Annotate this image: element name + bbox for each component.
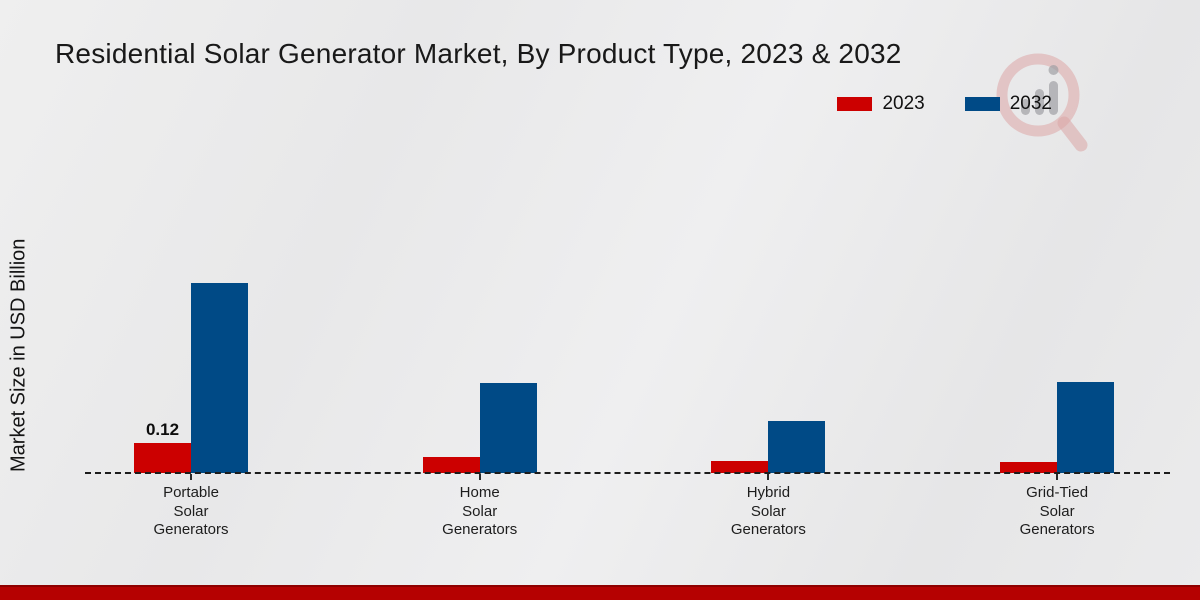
zero-baseline [85, 472, 1170, 474]
legend-swatch-2023 [837, 97, 873, 111]
footer-accent-bar [0, 585, 1200, 600]
bar-2032-group3 [1057, 381, 1115, 473]
bar-2023-group1 [422, 456, 480, 473]
bar-2032-group2 [768, 420, 826, 473]
legend: 2023 2032 [837, 93, 1052, 115]
legend-swatch-2032 [964, 97, 1000, 111]
y-axis-label: Market Size in USD Billion [7, 238, 30, 472]
legend-label: 2023 [882, 93, 925, 114]
x-axis-tick [190, 474, 192, 480]
legend-label: 2032 [1009, 93, 1052, 114]
x-axis-tick [478, 474, 481, 480]
x-axis-tick [767, 474, 770, 480]
category-label: Grid-Tied Solar Generators [1019, 484, 1095, 538]
category-label: Portable Solar Generators [153, 484, 229, 538]
plot-area: 0.12 Portable Solar Generators Home Solar … [85, 0, 1170, 600]
bar-2023-group0 [134, 443, 191, 473]
x-axis-tick [1056, 474, 1059, 480]
chart-title: Residential Solar Generator Market, By P… [55, 38, 902, 69]
legend-item-2023: 2023 [837, 93, 925, 115]
bar-2032-group1 [479, 383, 537, 473]
category-label: Home Solar Generators [442, 484, 518, 538]
magnifier-bar-chart-watermark-icon [996, 53, 1088, 152]
bar-2023-group3 [1000, 461, 1058, 473]
bar-value-label: 0.12 [145, 420, 180, 439]
bar-2023-group2 [711, 460, 769, 473]
legend-item-2032: 2032 [964, 93, 1052, 115]
category-label: Hybrid Solar Generators [730, 484, 806, 538]
bar-2032-group0 [191, 283, 248, 473]
